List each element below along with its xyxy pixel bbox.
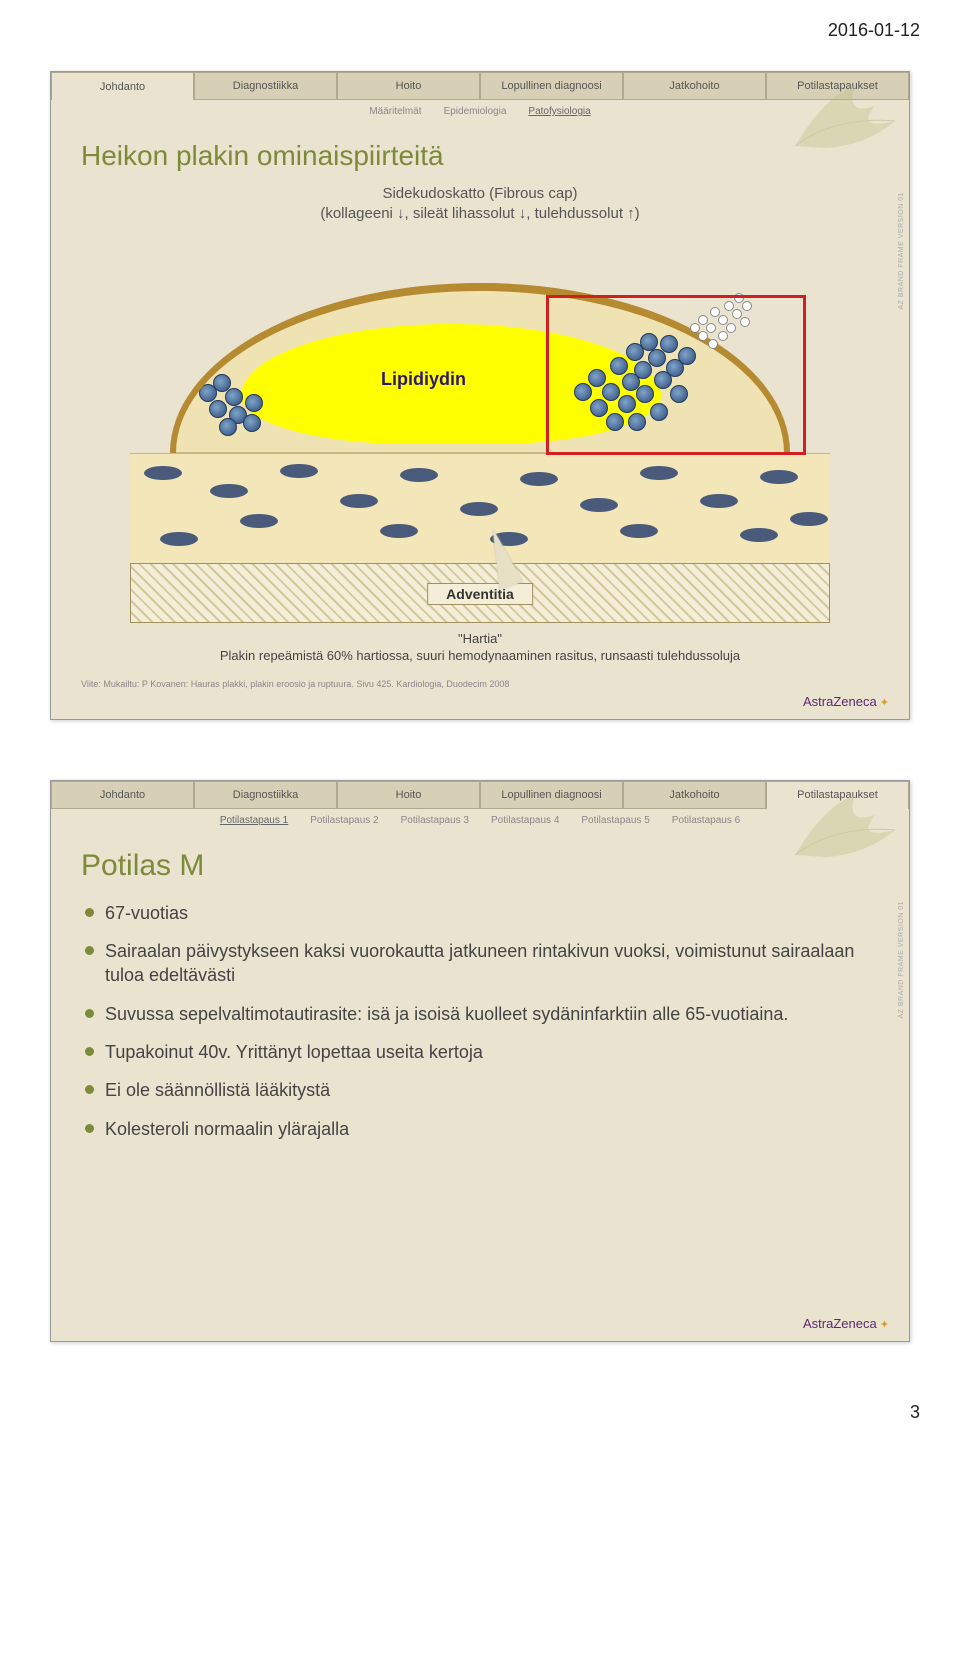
cap-line1: Sidekudoskatto (Fibrous cap) — [382, 185, 577, 202]
media-layer — [130, 453, 830, 563]
slide1-citation: Viite: Mukailtu: P Kovanen: Hauras plakk… — [81, 679, 879, 689]
main-tabs-slide2: Johdanto Diagnostiikka Hoito Lopullinen … — [51, 781, 909, 809]
tab-potilastapaukset-2[interactable]: Potilastapaukset — [766, 781, 909, 809]
tab-jatkohoito[interactable]: Jatkohoito — [623, 72, 766, 100]
subtab-maaritelmat[interactable]: Määritelmät — [363, 104, 427, 126]
subtab-case1[interactable]: Potilastapaus 1 — [214, 813, 294, 835]
subtab-case3[interactable]: Potilastapaus 3 — [395, 813, 475, 835]
bullet-family: Suvussa sepelvaltimotautirasite: isä ja … — [85, 1002, 879, 1026]
tab-diagnostiikka-2[interactable]: Diagnostiikka — [194, 781, 337, 809]
lipid-core-label: Lipidiydin — [381, 369, 466, 390]
hartia-quote: "Hartia" — [458, 631, 502, 646]
slide-2: Johdanto Diagnostiikka Hoito Lopullinen … — [50, 780, 910, 1342]
patient-bullets: 67-vuotias Sairaalan päivystykseen kaksi… — [81, 901, 879, 1141]
bullet-medication: Ei ole säännöllistä lääkitystä — [85, 1078, 879, 1102]
astrazeneca-logo: AstraZeneca — [803, 694, 889, 709]
highlight-box — [546, 295, 806, 455]
bullet-smoking: Tupakoinut 40v. Yrittänyt lopettaa useit… — [85, 1040, 879, 1064]
slide1-title: Heikon plakin ominaispiirteitä — [81, 140, 879, 172]
tab-johdanto-2[interactable]: Johdanto — [51, 781, 194, 809]
tab-potilastapaukset[interactable]: Potilastapaukset — [766, 72, 909, 100]
subtab-epidemiologia[interactable]: Epidemiologia — [438, 104, 513, 126]
hartia-note: "Hartia" Plakin repeämistä 60% hartiossa… — [81, 631, 879, 665]
astrazeneca-logo-2: AstraZeneca — [803, 1316, 889, 1331]
tab-jatkohoito-2[interactable]: Jatkohoito — [623, 781, 766, 809]
tab-diagnostiikka[interactable]: Diagnostiikka — [194, 72, 337, 100]
subtab-case4[interactable]: Potilastapaus 4 — [485, 813, 565, 835]
slide2-title: Potilas M — [81, 849, 879, 883]
adventitia-label: Adventitia — [427, 583, 533, 605]
fibrous-cap-label: Sidekudoskatto (Fibrous cap) (kollageeni… — [81, 184, 879, 223]
bullet-cholesterol: Kolesteroli normaalin ylärajalla — [85, 1117, 879, 1141]
slide2-body: Potilas M 67-vuotias Sairaalan päivystyk… — [51, 841, 909, 1341]
tab-johdanto[interactable]: Johdanto — [51, 72, 194, 100]
tab-hoito[interactable]: Hoito — [337, 72, 480, 100]
plaque-diagram: Adventitia Lipidiydin — [130, 243, 830, 623]
hartia-line2: Plakin repeämistä 60% hartiossa, suuri h… — [220, 648, 740, 663]
subtab-patofysiologia[interactable]: Patofysiologia — [522, 104, 596, 126]
main-tabs-slide1: Johdanto Diagnostiikka Hoito Lopullinen … — [51, 72, 909, 100]
page-date: 2016-01-12 — [40, 20, 920, 41]
slide1-body: Heikon plakin ominaispiirteitä Sidekudos… — [51, 132, 909, 719]
subtab-case6[interactable]: Potilastapaus 6 — [666, 813, 746, 835]
slide-1: Johdanto Diagnostiikka Hoito Lopullinen … — [50, 71, 910, 720]
page-number: 3 — [40, 1402, 920, 1423]
bullet-er: Sairaalan päivystykseen kaksi vuorokautt… — [85, 939, 879, 988]
tab-lopullinen-2[interactable]: Lopullinen diagnoosi — [480, 781, 623, 809]
bullet-age: 67-vuotias — [85, 901, 879, 925]
sub-tabs-slide1: Määritelmät Epidemiologia Patofysiologia — [51, 104, 909, 126]
subtab-case2[interactable]: Potilastapaus 2 — [304, 813, 384, 835]
subtab-case5[interactable]: Potilastapaus 5 — [575, 813, 655, 835]
sub-tabs-slide2: Potilastapaus 1 Potilastapaus 2 Potilast… — [51, 813, 909, 835]
tab-lopullinen[interactable]: Lopullinen diagnoosi — [480, 72, 623, 100]
tab-hoito-2[interactable]: Hoito — [337, 781, 480, 809]
macrophage-cluster-left — [199, 374, 289, 453]
cap-line2: (kollageeni ↓, sileät lihassolut ↓, tule… — [320, 205, 639, 222]
